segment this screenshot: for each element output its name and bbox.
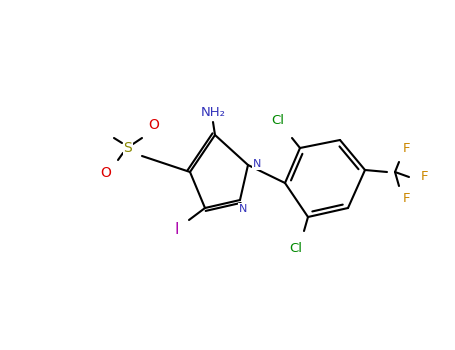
Text: F: F [403,142,411,155]
Text: O: O [101,166,111,180]
Text: N: N [253,159,261,169]
Text: I: I [175,223,179,238]
Text: NH₂: NH₂ [201,106,226,119]
Text: Cl: Cl [272,113,284,126]
Text: Cl: Cl [289,243,303,256]
Text: N: N [239,204,247,214]
Text: O: O [149,118,159,132]
Text: F: F [403,193,411,205]
Text: S: S [124,141,132,155]
Text: F: F [420,170,428,183]
